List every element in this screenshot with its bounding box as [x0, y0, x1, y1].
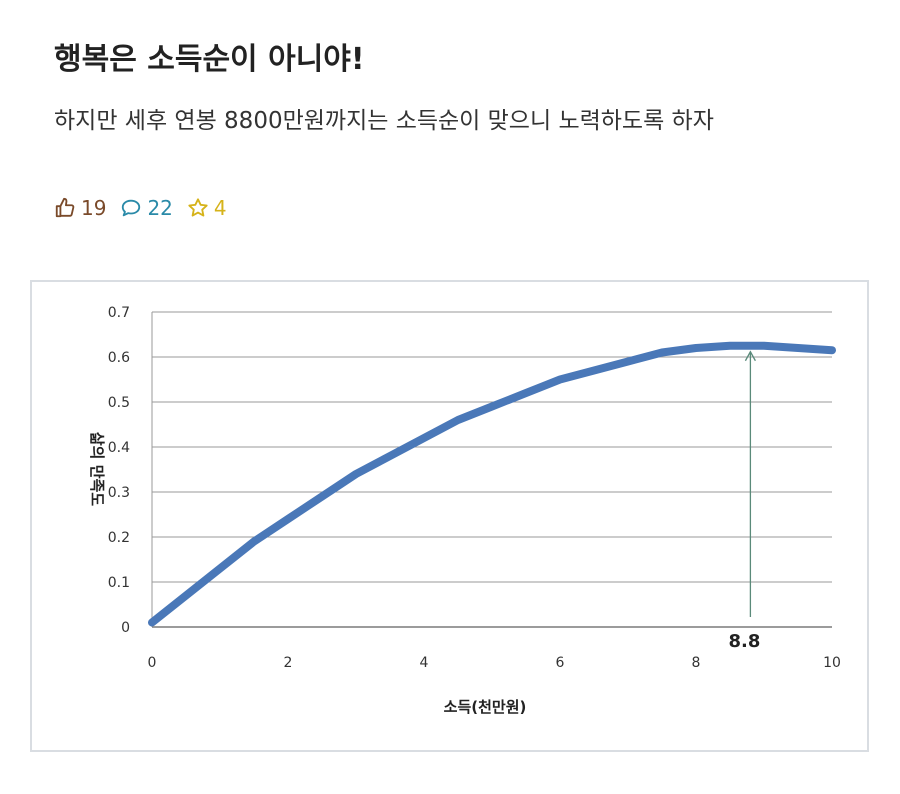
line-chart: 8.8 0 0.1 0.2 0.3 0.4 0.5 0.6 0.7 0 2 4 6 8 10 소득(천만원… — [88, 305, 841, 716]
x-axis-label: 소득(천만원) — [444, 698, 527, 716]
chart-container: 8.8 0 0.1 0.2 0.3 0.4 0.5 0.6 0.7 0 2 4 6 8 10 소득(천만원… — [30, 280, 869, 752]
x-tick-label: 4 — [420, 655, 429, 671]
annotation-arrowhead — [744, 350, 756, 362]
star-button[interactable]: 4 — [187, 196, 227, 220]
y-tick-label: 0.3 — [108, 485, 130, 501]
series — [148, 341, 836, 627]
like-button[interactable]: 19 — [54, 196, 106, 220]
x-tick-label: 6 — [556, 655, 565, 671]
y-tick-label: 0.2 — [108, 530, 130, 546]
comment-button[interactable]: 22 — [120, 196, 173, 220]
axes — [151, 312, 832, 628]
y-tick-label: 0.4 — [108, 440, 130, 456]
post-subtitle: 하지만 세후 연봉 8800만원까지는 소득순이 맞으니 노력하도록 하자 — [54, 108, 714, 134]
annotation-label: 8.8 — [728, 631, 760, 652]
y-tick-label: 0.1 — [108, 575, 130, 591]
star-icon — [188, 198, 208, 217]
star-count: 4 — [213, 196, 227, 220]
post-stats: 19 22 4 — [54, 196, 241, 220]
x-tick-label: 2 — [284, 655, 293, 671]
y-tick-label: 0.5 — [108, 395, 130, 411]
thumbs-up-icon — [55, 197, 75, 218]
y-tick-label: 0.7 — [108, 305, 130, 321]
post-title: 행복은 소득순이 아니야! — [54, 42, 365, 77]
y-axis-label: 삶의 만족도 — [88, 432, 106, 506]
x-tick-label: 10 — [823, 655, 841, 671]
like-count: 19 — [81, 196, 107, 220]
x-tick-label: 0 — [148, 655, 157, 671]
speech-bubble-icon — [122, 199, 141, 217]
x-tick-label: 8 — [692, 655, 701, 671]
y-tick-label: 0 — [121, 620, 130, 636]
comment-count: 22 — [147, 196, 173, 220]
tick-labels: 0 0.1 0.2 0.3 0.4 0.5 0.6 0.7 0 2 4 6 8 10 — [108, 305, 841, 671]
series-line — [148, 341, 836, 627]
y-tick-label: 0.6 — [108, 350, 130, 366]
annotation: 8.8 — [728, 350, 760, 652]
